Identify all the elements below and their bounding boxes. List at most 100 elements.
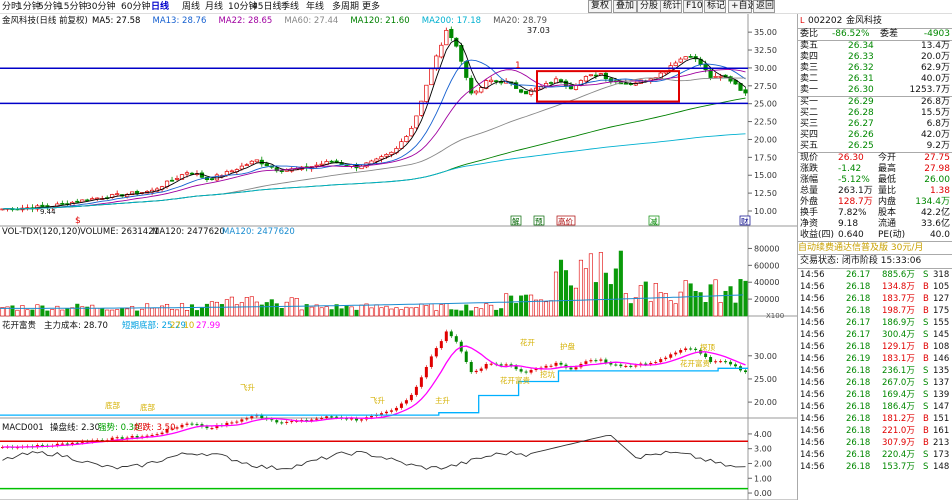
volume-bar — [583, 268, 588, 317]
cap-candle-body — [719, 361, 723, 363]
cap-candle-body — [165, 429, 169, 433]
cap-candle-body — [370, 416, 374, 418]
volume-bar — [708, 284, 713, 317]
ma-line — [2, 59, 746, 210]
period-tab-12[interactable]: 年线 — [306, 2, 325, 12]
toolbar-button-5[interactable]: 标记 — [704, 0, 726, 13]
marker-4: 减 — [650, 216, 658, 226]
commission-ratio: -86.52% — [832, 29, 870, 39]
volume-bar — [558, 259, 564, 317]
period-tab-9[interactable]: 10分钟 — [228, 2, 258, 12]
capital-annotation-7: 挖坑 — [540, 369, 555, 379]
y-tick-label: 25.00 — [754, 100, 777, 109]
period-tab-14[interactable]: 更多 — [362, 2, 381, 12]
ask-row: 卖一 26.30 1253.7万 — [800, 85, 950, 95]
cap-tick-label: 30.00 — [754, 352, 777, 361]
period-tab-11[interactable]: 季线 — [281, 2, 300, 12]
volume-bar — [55, 305, 60, 317]
cap-candle-body — [584, 361, 588, 364]
candle-body — [718, 75, 723, 78]
ad-banner[interactable]: 自动续费通达信普及版 30元/月 — [798, 243, 924, 253]
cap-candle-body — [734, 364, 738, 367]
commission-row: 委比 -86.52% 委差 -4903 — [800, 29, 950, 39]
candle-body — [369, 160, 374, 165]
toolbar-button-3[interactable]: 统计 — [660, 0, 682, 13]
period-tab-2[interactable]: 5分钟 — [38, 2, 62, 12]
marker-box — [739, 215, 751, 226]
y-tick-label: 22.50 — [754, 118, 777, 127]
volume-bar — [5, 306, 10, 317]
cap-candle-body — [679, 350, 683, 353]
cap-candle-body — [330, 416, 334, 418]
volume-bar — [334, 304, 339, 317]
toolbar-button-2[interactable]: 分股 — [637, 0, 661, 13]
cap-candle-body — [290, 421, 294, 423]
period-tab-10[interactable]: 45日线 — [252, 2, 282, 12]
stock-name: 金风科技 — [846, 16, 883, 26]
vol-unit: X100 — [766, 312, 784, 320]
period-tab-8[interactable]: 月线 — [205, 2, 224, 12]
volume-bar — [364, 303, 369, 317]
volume-bar — [199, 307, 205, 317]
candle-body — [673, 62, 678, 67]
toolbar-button-7[interactable]: 返回 — [753, 0, 775, 13]
volume-bar — [95, 307, 100, 317]
cap-candle-body — [574, 367, 578, 370]
trade-status: 交易状态: 闭市阶段 15:33:06 — [800, 256, 922, 266]
chart-area[interactable]: 35.00 32.50 30.00 27.50 25.00 22.50 20.00 17.50… — [0, 0, 797, 500]
y-tick-label: 32.50 — [754, 46, 777, 55]
period-tab-5[interactable]: 60分钟 — [121, 2, 151, 12]
volume-bar — [469, 310, 474, 317]
period-tab-1[interactable]: 1分钟 — [17, 2, 41, 12]
candle-body — [399, 141, 404, 149]
tick-row: 14:56 26.18 134.8万 B 105 — [800, 282, 950, 292]
volume-bar — [524, 294, 529, 317]
volume-bar — [35, 304, 40, 317]
macd-line2: 强势: 0.30 — [98, 422, 140, 433]
volume-bar — [618, 250, 623, 317]
candle-body — [449, 28, 454, 38]
volume-bar — [658, 292, 663, 317]
candle-body — [499, 81, 504, 84]
low-price-label: 9.44 — [40, 208, 56, 216]
period-tab-0[interactable]: 分时 — [2, 2, 21, 12]
cap-candle-body — [315, 418, 319, 420]
candle-body — [474, 90, 479, 94]
period-tab-4[interactable]: 30分钟 — [86, 2, 116, 12]
period-tab-13[interactable]: 多周期 — [332, 2, 360, 12]
macd-tick-label: 0.00 — [754, 489, 772, 498]
volume-bar — [539, 299, 544, 317]
macd-line1: 操盘线: 2.30 — [50, 422, 100, 433]
macd-tick-label: 2.00 — [754, 459, 772, 468]
top-toolbar: 分时 1分钟 5分钟 15分钟 30分钟 60分钟 日线 周线 月线 10分钟 45日线 季线 年线 多周… — [0, 0, 952, 14]
volume-bar — [703, 301, 708, 317]
cap-candle-body — [469, 362, 473, 373]
toolbar-button-4[interactable]: F10 — [683, 0, 703, 13]
cap-candle-body — [509, 364, 513, 366]
cap-candle-body — [125, 437, 129, 439]
volume-bar — [504, 293, 509, 317]
volume-bar — [80, 306, 85, 317]
main-cost-line — [2, 345, 746, 448]
period-tab-3[interactable]: 15分钟 — [58, 2, 88, 12]
candle-body — [264, 163, 269, 167]
tick-row: 14:56 26.18 220.4万 S 173 — [800, 450, 950, 460]
candle-body — [708, 69, 713, 78]
tick-row: 14:56 26.18 186.4万 S 147 — [800, 402, 950, 412]
volume-bar — [548, 300, 554, 317]
volume-bar — [100, 308, 105, 317]
volume-bar — [723, 290, 728, 317]
volume-bar — [204, 303, 209, 317]
quote-header: L 002202 金风科技 — [798, 14, 952, 28]
cap-candle-body — [404, 400, 408, 404]
toolbar-button-0[interactable]: 复权 — [588, 0, 612, 13]
period-tab-6[interactable]: 日线 — [151, 2, 170, 12]
marker-3: 高价 — [558, 216, 573, 226]
toolbar-button-1[interactable]: 叠加 — [613, 0, 637, 13]
cap-candle-body — [135, 436, 139, 438]
toolbar-button-6[interactable]: +自选 — [728, 0, 757, 13]
candle-body — [115, 193, 120, 196]
candle-body — [384, 154, 389, 157]
period-tab-7[interactable]: 周线 — [182, 2, 201, 12]
cap-candle-body — [255, 415, 259, 417]
